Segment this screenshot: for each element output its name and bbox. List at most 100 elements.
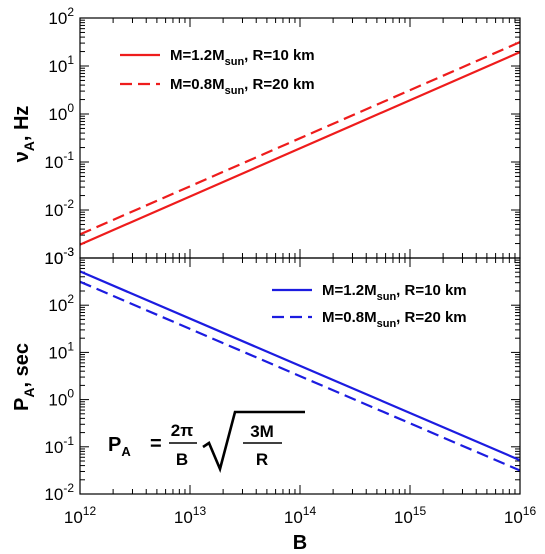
top-y-tick-label: 10-1 — [44, 149, 74, 172]
bottom-legend-label-dashed: M=0.8Msun, R=20 km — [322, 309, 467, 330]
top-legend-label-dashed-sub: sun — [225, 85, 245, 97]
bottom-y-tick-label: 101 — [48, 339, 74, 362]
top-legend: M=1.2Msun, R=10 km M=0.8Msun, R=20 km — [120, 47, 315, 97]
bottom-y-tick-label-base: 10 — [48, 296, 67, 315]
top-legend-label-solid-b: , R=10 km — [244, 47, 314, 64]
bottom-y-tick-label-base: 10 — [44, 249, 63, 268]
top-panel-grid-ticks — [79, 17, 521, 259]
x-tick-label: 1014 — [284, 504, 317, 527]
top-y-tick-label-base: 10 — [44, 153, 63, 172]
bottom-legend-label-solid-a: M=1.2M — [322, 282, 377, 299]
top-legend-label-dashed-b: , R=20 km — [244, 76, 314, 93]
bottom-y-tick-label: 10-3 — [44, 245, 74, 268]
top-y-tick-label-exp: 1 — [67, 53, 74, 67]
x-tick-label-base: 10 — [504, 508, 523, 527]
bottom-y-tick-label-exp: 0 — [67, 387, 74, 401]
top-y-tick-label-base: 10 — [48, 9, 67, 28]
x-tick-label-exp: 16 — [523, 504, 537, 518]
bottom-panel-grid-ticks — [79, 257, 521, 495]
top-legend-label-solid: M=1.2Msun, R=10 km — [170, 47, 315, 68]
top-y-tick-label-base: 10 — [44, 201, 63, 220]
bottom-y-tick-label-base: 10 — [48, 391, 67, 410]
bottom-y-tick-label-exp: -3 — [63, 245, 74, 259]
bottom-y-axis-label-sub: A — [21, 388, 37, 398]
formula-root-sign — [202, 410, 305, 474]
bottom-y-tick-label-exp: -1 — [63, 434, 74, 448]
top-y-tick-label-exp: -3 — [63, 245, 74, 259]
formula-lhs-sub: A — [121, 444, 131, 459]
bottom-series-line-solid — [79, 270, 521, 462]
bottom-y-axis-label-rest: , sec — [11, 343, 33, 387]
top-panel-series — [79, 41, 521, 246]
bottom-legend-label-solid: M=1.2Msun, R=10 km — [322, 282, 467, 303]
x-tick-label-base: 10 — [394, 508, 413, 527]
bottom-legend-label-dashed-a: M=0.8M — [322, 309, 377, 326]
top-y-axis-label-main: ν — [11, 151, 33, 162]
bottom-legend-label-dashed-b: , R=20 km — [396, 309, 466, 326]
top-legend-label-dashed: M=0.8Msun, R=20 km — [170, 76, 315, 97]
top-y-tick-label-exp: -2 — [63, 197, 74, 211]
bottom-y-tick-label-exp: 1 — [67, 339, 74, 353]
bottom-y-tick-label-exp: -2 — [63, 481, 74, 495]
bottom-y-axis-label-main: P — [11, 398, 33, 411]
bottom-y-tick-label-exp: 2 — [67, 292, 74, 306]
formula-fraction-numerator: 2π — [171, 421, 193, 440]
x-tick-label: 1013 — [174, 504, 207, 527]
top-legend-label-solid-a: M=1.2M — [170, 47, 225, 64]
bottom-series-line-dashed — [79, 280, 521, 472]
top-y-tick-label-base: 10 — [44, 249, 63, 268]
top-y-axis-label-rest: , Hz — [11, 106, 33, 142]
top-legend-label-solid-sub: sun — [225, 56, 245, 68]
top-y-tick-label: 10-2 — [44, 197, 74, 220]
top-series-line-dashed — [79, 41, 521, 236]
bottom-panel-series — [79, 270, 521, 472]
bottom-legend-label-solid-sub: sun — [377, 291, 397, 303]
x-tick-label: 1015 — [394, 504, 427, 527]
bottom-y-tick-label: 10-2 — [44, 481, 74, 504]
x-tick-label-base: 10 — [64, 508, 83, 527]
formula-equals: = — [150, 433, 162, 455]
top-y-axis-label-sub: A — [21, 141, 37, 151]
bottom-y-tick-label: 100 — [48, 387, 74, 410]
formula-root-denominator: R — [256, 450, 268, 469]
x-tick-label-exp: 15 — [413, 504, 427, 518]
x-tick-label-exp: 12 — [83, 504, 97, 518]
formula-fraction-denominator: B — [176, 450, 188, 469]
formula-root-numerator: 3M — [250, 422, 274, 441]
bottom-y-tick-label: 102 — [48, 292, 74, 315]
x-tick-label: 1016 — [504, 504, 537, 527]
top-y-tick-label-exp: 2 — [67, 5, 74, 19]
top-y-axis-label: νA, Hz — [11, 106, 37, 163]
bottom-legend-label-dashed-sub: sun — [377, 318, 397, 330]
top-y-tick-label: 101 — [48, 53, 74, 76]
top-y-tick-label-exp: 0 — [67, 101, 74, 115]
bottom-legend: M=1.2Msun, R=10 km M=0.8Msun, R=20 km — [272, 282, 467, 330]
bottom-plot-frame — [79, 257, 521, 495]
bottom-y-tick-label-base: 10 — [44, 438, 63, 457]
bottom-legend-label-solid-b: , R=10 km — [396, 282, 466, 299]
x-tick-label-base: 10 — [284, 508, 303, 527]
bottom-y-tick-label: 10-1 — [44, 434, 74, 457]
x-tick-label-exp: 13 — [193, 504, 207, 518]
x-tick-label-exp: 14 — [303, 504, 317, 518]
top-y-tick-label-base: 10 — [48, 57, 67, 76]
bottom-y-tick-label-base: 10 — [48, 343, 67, 362]
bottom-y-tick-label-base: 10 — [44, 485, 63, 504]
top-y-tick-label: 10-3 — [44, 245, 74, 268]
top-series-line-solid — [79, 51, 521, 246]
formula-lhs: PA — [108, 434, 131, 459]
x-tick-label: 1012 — [64, 504, 97, 527]
top-y-tick-label-base: 10 — [48, 105, 67, 124]
top-y-tick-label: 102 — [48, 5, 74, 28]
formula-lhs-main: P — [108, 434, 121, 456]
x-axis-label: B — [293, 532, 307, 554]
top-legend-label-dashed-a: M=0.8M — [170, 76, 225, 93]
formula-annotation: PA = 2π B 3M R — [108, 410, 305, 474]
x-tick-label-base: 10 — [174, 508, 193, 527]
top-y-tick-label: 100 — [48, 101, 74, 124]
